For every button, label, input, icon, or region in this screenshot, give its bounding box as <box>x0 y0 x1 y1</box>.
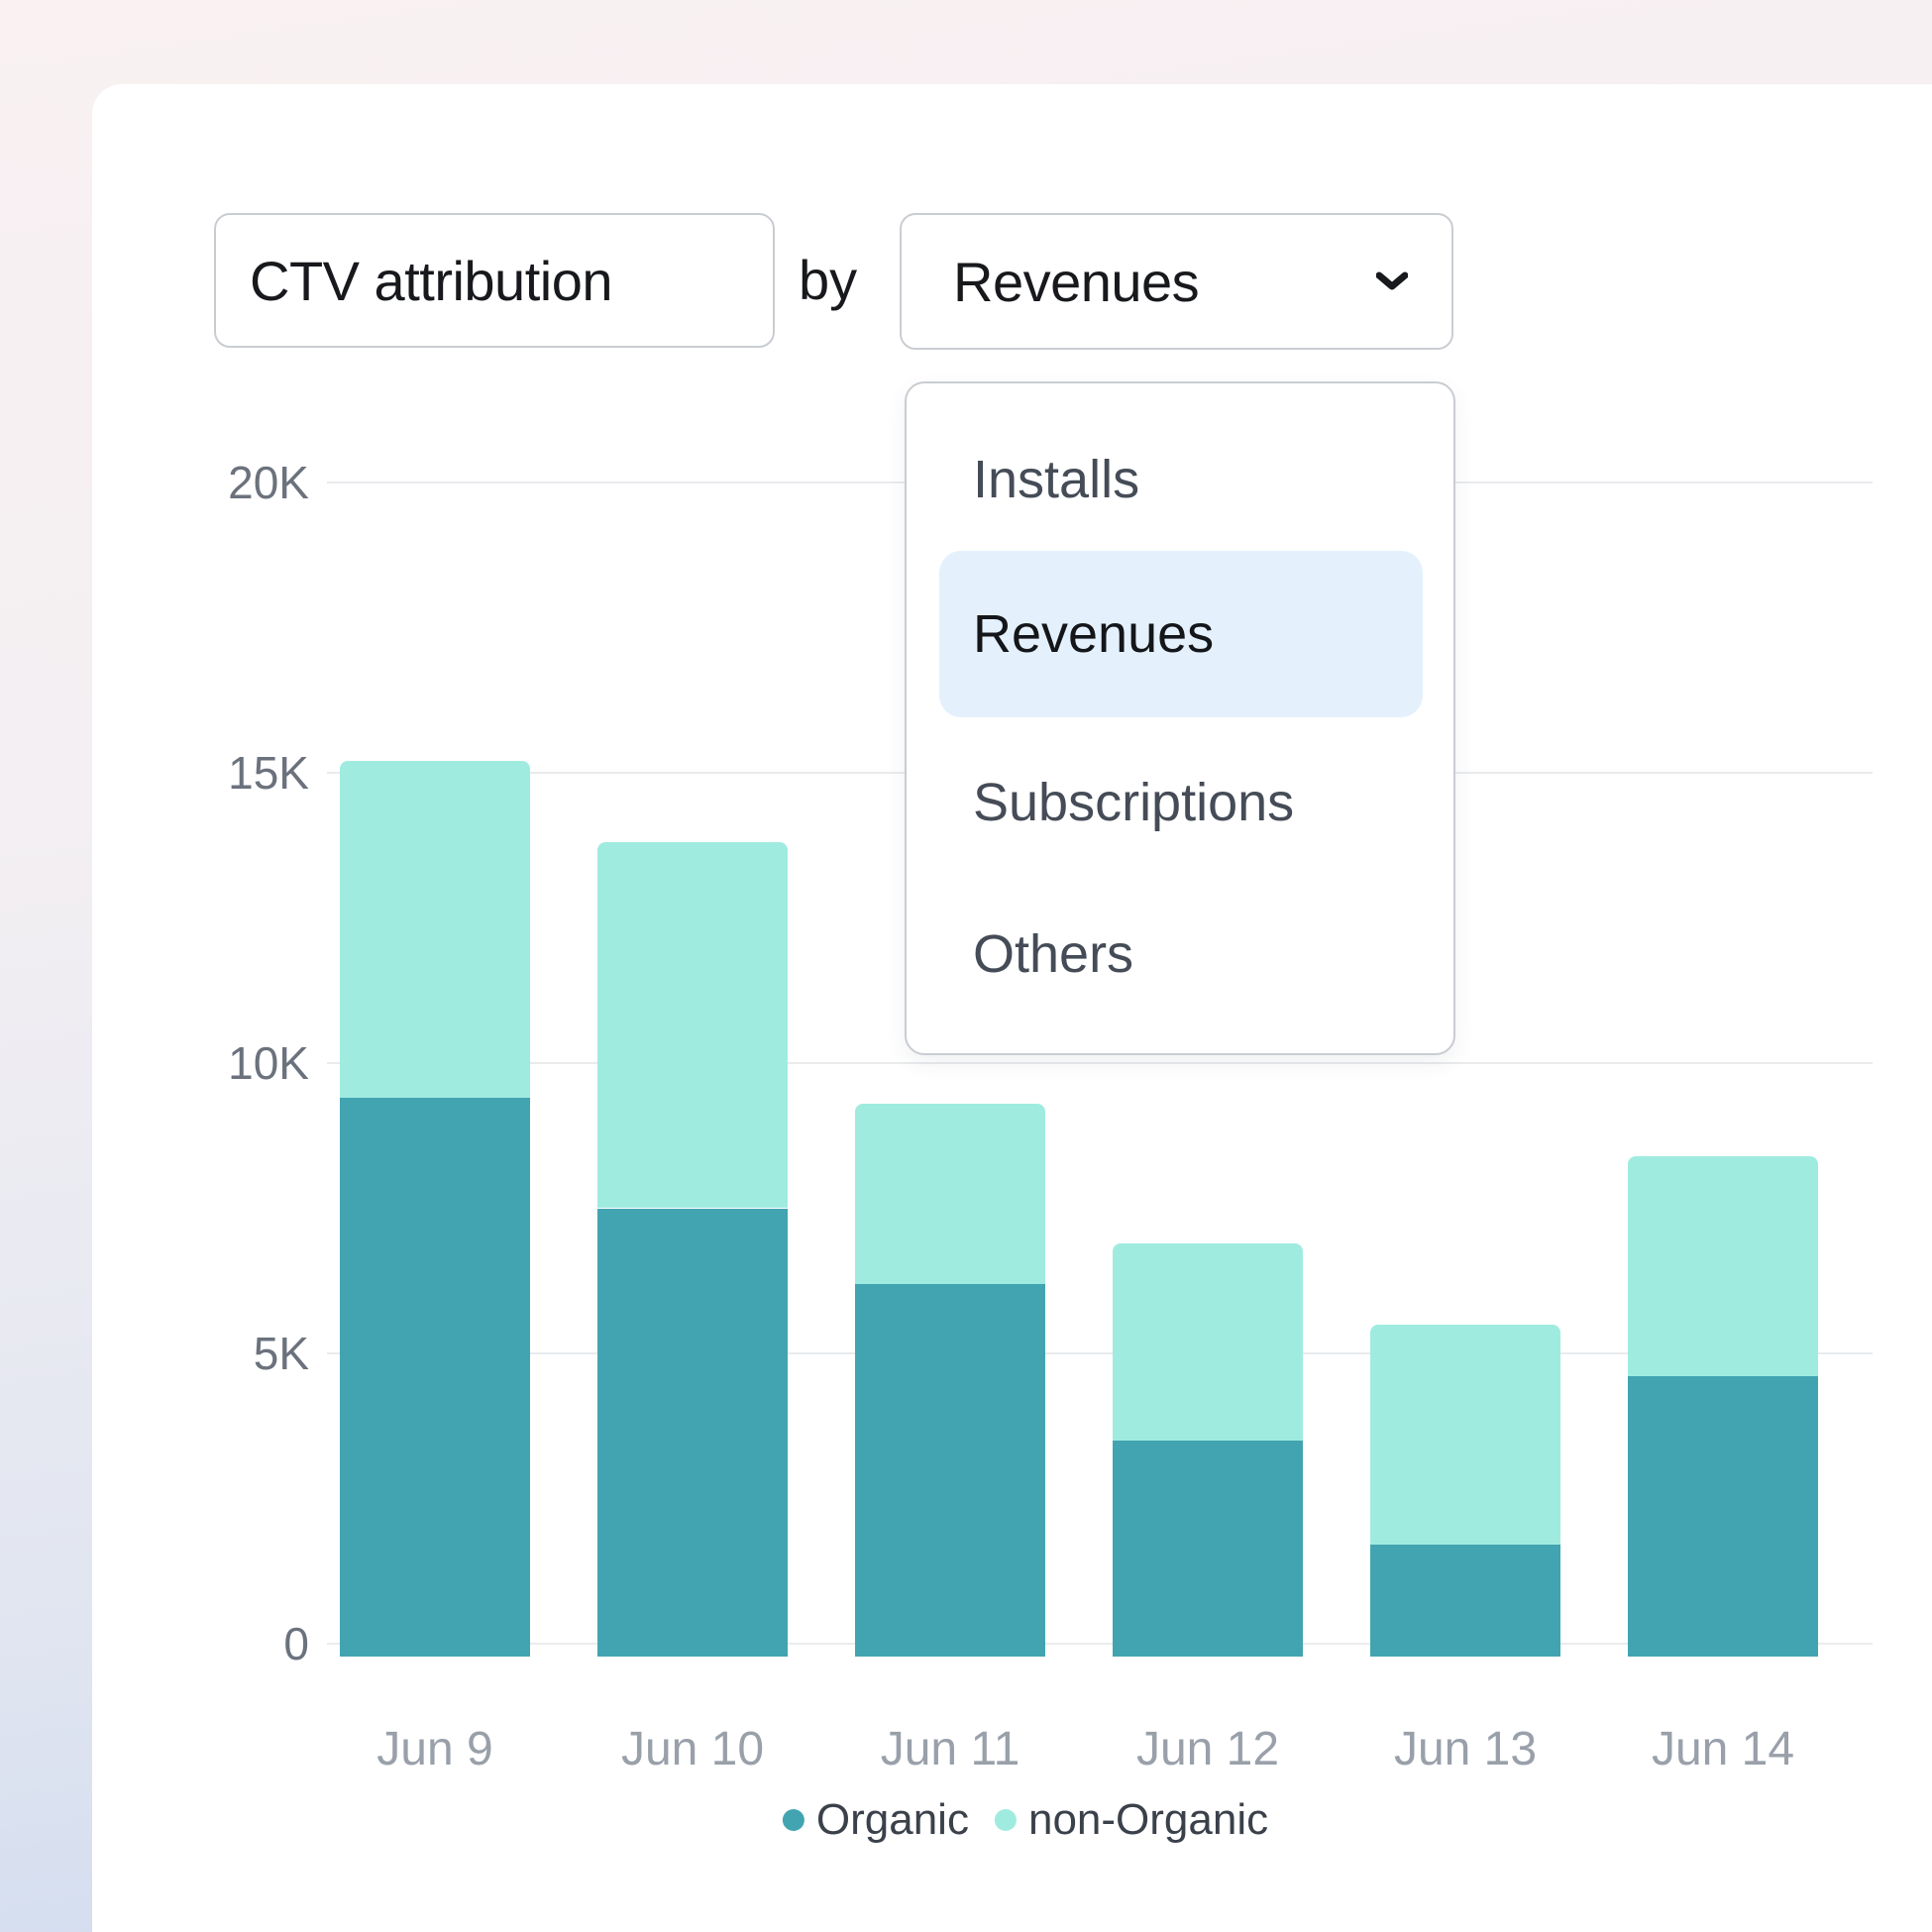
bar-non-organic-jun-14[interactable] <box>1628 1155 1818 1377</box>
chart-legend: Organic non-Organic <box>782 1795 1269 1845</box>
x-axis-tick-jun-10: Jun 10 <box>620 1723 765 1775</box>
metric-select-button[interactable]: Revenues <box>900 213 1453 350</box>
chevron-down-icon <box>1376 271 1408 290</box>
bar-non-organic-jun-12[interactable] <box>1113 1242 1303 1441</box>
metric-select-value: Revenues <box>953 250 1200 313</box>
y-axis-tick-0: 0 <box>283 1618 309 1669</box>
chart-title: CTV attribution <box>250 249 613 312</box>
bar-non-organic-jun-11[interactable] <box>855 1104 1045 1284</box>
y-axis-tick-15K: 15K <box>228 747 309 799</box>
legend-dot-icon <box>782 1809 805 1831</box>
bar-non-organic-jun-10[interactable] <box>597 842 788 1209</box>
bar-organic-jun-11[interactable] <box>855 1283 1045 1657</box>
legend-label: non-Organic <box>1027 1795 1269 1844</box>
bar-organic-jun-12[interactable] <box>1113 1440 1303 1657</box>
gridline-5K <box>327 1352 1873 1354</box>
metric-dropdown-menu: Installs Revenues Subscriptions Others <box>905 381 1455 1055</box>
menu-item-subscriptions[interactable]: Subscriptions <box>973 773 1295 832</box>
bar-organic-jun-14[interactable] <box>1628 1376 1818 1657</box>
legend-item-non-organic: non-Organic <box>994 1795 1269 1845</box>
x-axis-tick-jun-9: Jun 9 <box>376 1723 493 1775</box>
x-axis-tick-jun-13: Jun 13 <box>1393 1723 1538 1775</box>
selected-item-highlight <box>939 551 1423 717</box>
bar-organic-jun-10[interactable] <box>597 1208 788 1657</box>
bar-non-organic-jun-13[interactable] <box>1370 1324 1560 1546</box>
gridline-10K <box>327 1062 1873 1064</box>
x-axis-tick-jun-14: Jun 14 <box>1651 1723 1795 1775</box>
legend-label: Organic <box>815 1795 969 1844</box>
y-axis-tick-5K: 5K <box>253 1328 309 1379</box>
y-axis-tick-10K: 10K <box>228 1037 309 1089</box>
legend-item-organic: Organic <box>782 1795 969 1845</box>
gridline-0 <box>327 1643 1873 1645</box>
bar-organic-jun-9[interactable] <box>340 1098 530 1657</box>
x-axis-tick-jun-11: Jun 11 <box>880 1723 1020 1775</box>
bar-organic-jun-13[interactable] <box>1370 1545 1560 1657</box>
x-axis-tick-jun-12: Jun 12 <box>1135 1723 1280 1775</box>
chart-title-box: CTV attribution <box>214 213 775 348</box>
bar-non-organic-jun-9[interactable] <box>340 761 530 1099</box>
y-axis-tick-20K: 20K <box>228 457 309 508</box>
menu-item-installs[interactable]: Installs <box>973 450 1140 509</box>
menu-item-revenues[interactable]: Revenues <box>973 604 1215 664</box>
by-label: by <box>799 249 858 311</box>
legend-dot-icon <box>994 1809 1017 1831</box>
menu-item-others[interactable]: Others <box>973 924 1134 984</box>
